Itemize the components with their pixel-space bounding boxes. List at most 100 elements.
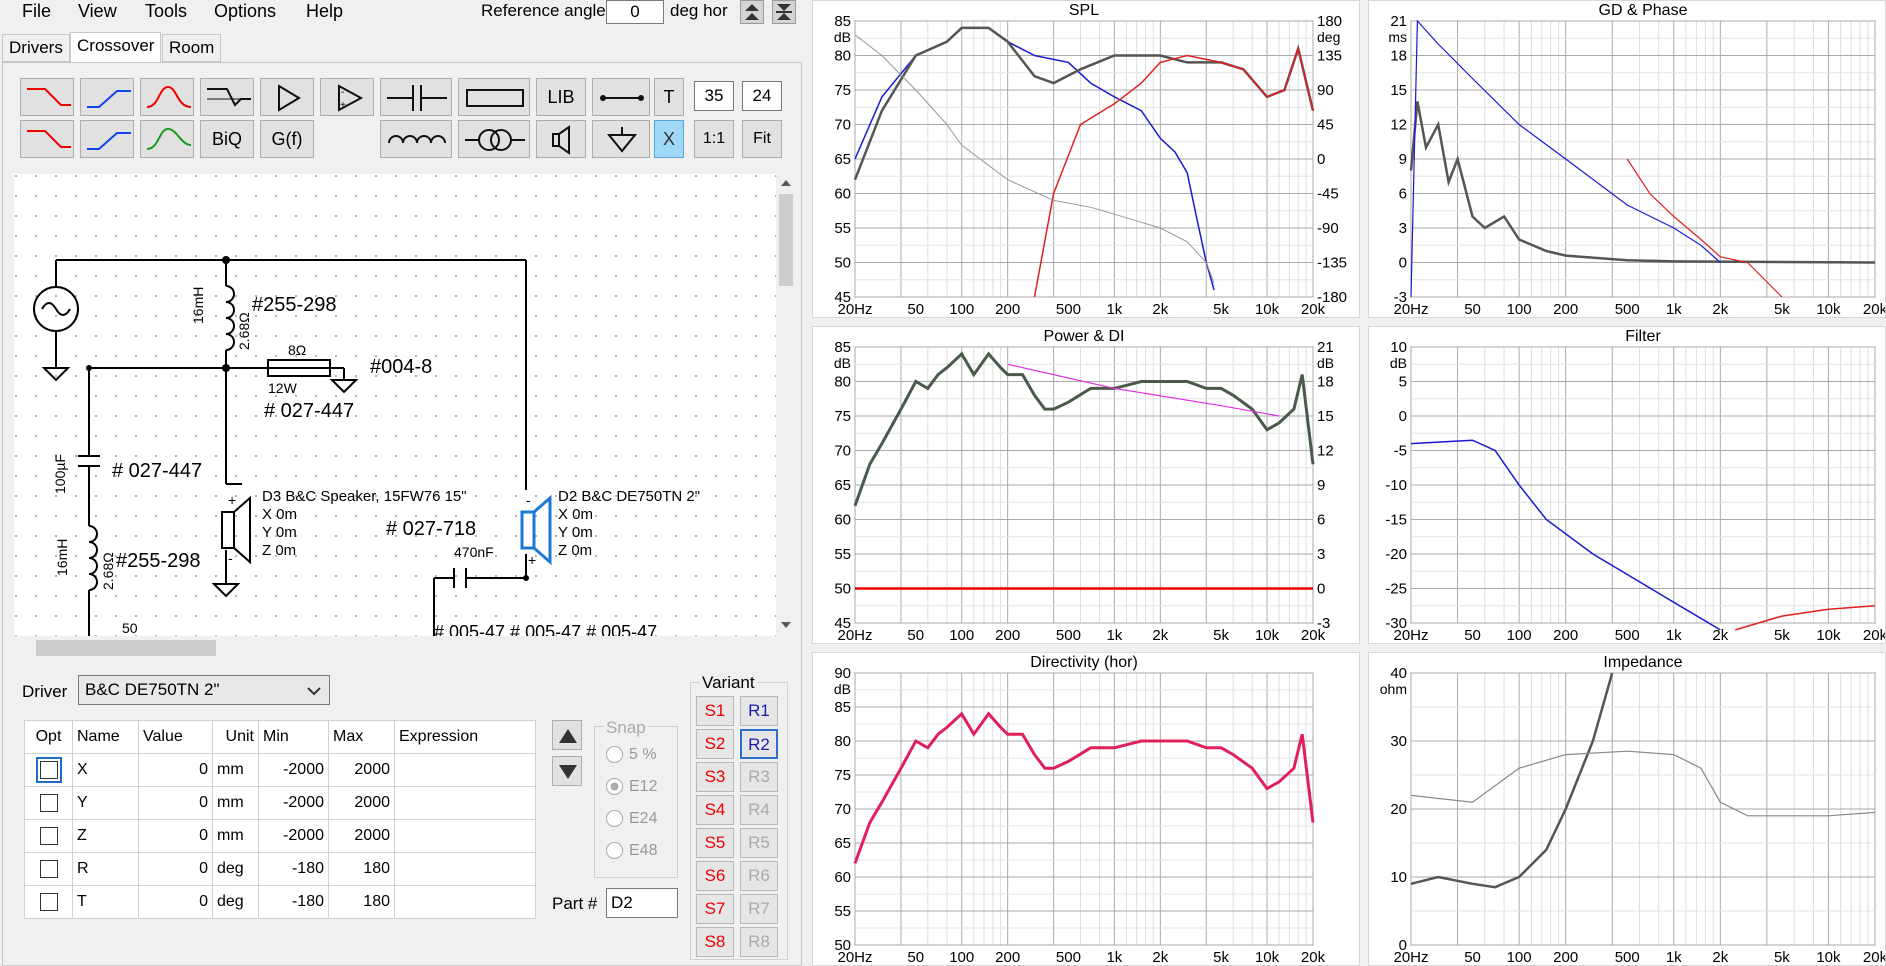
font-size-input[interactable]: 24: [742, 81, 782, 111]
x-tick-label: 500: [1615, 301, 1640, 317]
menu-tools[interactable]: Tools: [145, 1, 188, 21]
impedance-chart[interactable]: 40 30 20 10 0 20Hz 50 100 200 500 1k 2k 5k 10k 20k Impe…: [1368, 652, 1886, 966]
row-value[interactable]: 0: [138, 753, 213, 787]
variant-r7-button[interactable]: R7: [740, 894, 778, 924]
variant-r4-button[interactable]: R4: [740, 795, 778, 825]
resistor-button[interactable]: [458, 78, 530, 116]
variant-s3-button[interactable]: S3: [696, 762, 734, 792]
snap-e24-radio[interactable]: E24: [606, 810, 657, 828]
table-row[interactable]: Y 0 mm -2000 2000: [24, 786, 536, 820]
move-down-button[interactable]: [552, 756, 582, 786]
variant-s7-button[interactable]: S7: [696, 894, 734, 924]
move-up-button[interactable]: [552, 720, 582, 750]
highpass-2-button[interactable]: [80, 120, 134, 158]
row-value[interactable]: 0: [138, 786, 213, 820]
notch-button[interactable]: [200, 78, 254, 116]
variant-s4-button[interactable]: S4: [696, 795, 734, 825]
menu-help[interactable]: Help: [306, 1, 344, 21]
variant-s6-button[interactable]: S6: [696, 861, 734, 891]
row-min[interactable]: -180: [258, 885, 329, 919]
variant-s2-button[interactable]: S2: [696, 729, 734, 759]
opt-checkbox[interactable]: [39, 826, 58, 845]
inductor-button[interactable]: [380, 120, 452, 158]
row-value[interactable]: 0: [138, 819, 213, 853]
speaker-button[interactable]: [536, 120, 586, 158]
transformer-button[interactable]: [458, 120, 530, 158]
table-row[interactable]: X 0 mm -2000 2000: [24, 753, 536, 787]
row-min[interactable]: -2000: [258, 819, 329, 853]
lowpass-2-button[interactable]: [20, 120, 74, 158]
opt-checkbox[interactable]: [35, 756, 62, 783]
variant-s8-button[interactable]: S8: [696, 927, 734, 957]
row-max[interactable]: 180: [328, 852, 395, 886]
variant-r8-button[interactable]: R8: [740, 927, 778, 957]
tab-room[interactable]: Room: [162, 34, 222, 62]
variant-r3-button[interactable]: R3: [740, 762, 778, 792]
row-max[interactable]: 2000: [328, 819, 395, 853]
menu-file[interactable]: File: [22, 1, 52, 21]
highpass-1-button[interactable]: [80, 78, 134, 116]
driver-select[interactable]: B&C DE750TN 2": [78, 675, 330, 705]
table-row[interactable]: R 0 deg -180 180: [24, 852, 536, 886]
row-min[interactable]: -2000: [258, 753, 329, 787]
row-expression[interactable]: [394, 852, 536, 886]
schematic-hscroll[interactable]: [14, 636, 796, 660]
allpass-button[interactable]: [140, 120, 194, 158]
variant-s5-button[interactable]: S5: [696, 828, 734, 858]
library-button[interactable]: LIB: [536, 78, 586, 116]
row-max[interactable]: 2000: [328, 786, 395, 820]
variant-r5-button[interactable]: R5: [740, 828, 778, 858]
row-expression[interactable]: [394, 753, 536, 787]
row-expression[interactable]: [394, 819, 536, 853]
snap-e12-radio[interactable]: E12: [606, 778, 657, 796]
wire-button[interactable]: [592, 78, 650, 116]
buffer-button[interactable]: [260, 78, 314, 116]
grid-size-input[interactable]: 35: [694, 81, 734, 111]
tab-drivers[interactable]: Drivers: [2, 34, 70, 62]
capacitor-button[interactable]: [380, 78, 452, 116]
fit-button[interactable]: Fit: [742, 120, 782, 158]
opamp-button[interactable]: - +: [320, 78, 374, 116]
spl-chart[interactable]: 85 180 80 135 75 90 70 45 65 0 60 -45 55 -90 50 -135 45 -…: [812, 0, 1360, 318]
directivity-chart[interactable]: 90 85 80 75 70 65 60 55 50 20Hz 50 100 200 500 1k 2k 5k 1…: [812, 652, 1360, 966]
table-row[interactable]: Z 0 mm -2000 2000: [24, 819, 536, 853]
menu-options[interactable]: Options: [214, 1, 277, 21]
table-row[interactable]: T 0 deg -180 180: [24, 885, 536, 919]
gd-phase-chart[interactable]: 21 18 15 12 9 6 3 0 -3 20Hz 50 100 200 500 1k 2k 5k 10k 20…: [1368, 0, 1886, 318]
opt-checkbox[interactable]: [39, 793, 58, 812]
opt-checkbox[interactable]: [39, 892, 58, 911]
bandpass-button[interactable]: [140, 78, 194, 116]
row-max[interactable]: 2000: [328, 753, 395, 787]
row-min[interactable]: -2000: [258, 786, 329, 820]
text-button[interactable]: T: [654, 78, 684, 116]
spin-up-button[interactable]: [740, 0, 764, 24]
variant-r1-button[interactable]: R1: [740, 696, 778, 726]
x-button[interactable]: X: [654, 120, 684, 158]
snap-e48-radio[interactable]: E48: [606, 842, 657, 860]
row-value[interactable]: 0: [138, 852, 213, 886]
row-expression[interactable]: [394, 786, 536, 820]
row-expression[interactable]: [394, 885, 536, 919]
gf-button[interactable]: G(f): [260, 120, 314, 158]
filter-chart[interactable]: 10 5 0 -5 -10 -15 -20 -25 -30 20Hz 50 100 200 500 1k 2k…: [1368, 326, 1886, 644]
variant-r2-button[interactable]: R2: [740, 729, 778, 759]
lowpass-1-button[interactable]: [20, 78, 74, 116]
opt-checkbox[interactable]: [39, 859, 58, 878]
variant-r6-button[interactable]: R6: [740, 861, 778, 891]
spin-down-button[interactable]: [772, 0, 796, 24]
variant-s1-button[interactable]: S1: [696, 696, 734, 726]
biquad-button[interactable]: BiQ: [200, 120, 254, 158]
part-input[interactable]: D2: [606, 888, 678, 918]
ratio-button[interactable]: 1:1: [694, 120, 734, 158]
tab-crossover[interactable]: Crossover: [70, 32, 162, 62]
row-min[interactable]: -180: [258, 852, 329, 886]
row-max[interactable]: 180: [328, 885, 395, 919]
snap-5pct-radio[interactable]: 5 %: [606, 746, 657, 764]
row-value[interactable]: 0: [138, 885, 213, 919]
schematic-canvas[interactable]: 16mH 2.68Ω #255-298 8Ω 12W #004-8 # 027-…: [14, 174, 776, 642]
schematic-vscroll[interactable]: [776, 172, 796, 638]
power-di-chart[interactable]: 85 21 80 18 75 15 70 12 65 9 60 6 55 3 50 0 45 -3 20Hz 50 10…: [812, 326, 1360, 644]
reference-angle-input[interactable]: 0: [606, 0, 664, 24]
menu-view[interactable]: View: [78, 1, 117, 21]
ground-button[interactable]: [592, 120, 650, 158]
